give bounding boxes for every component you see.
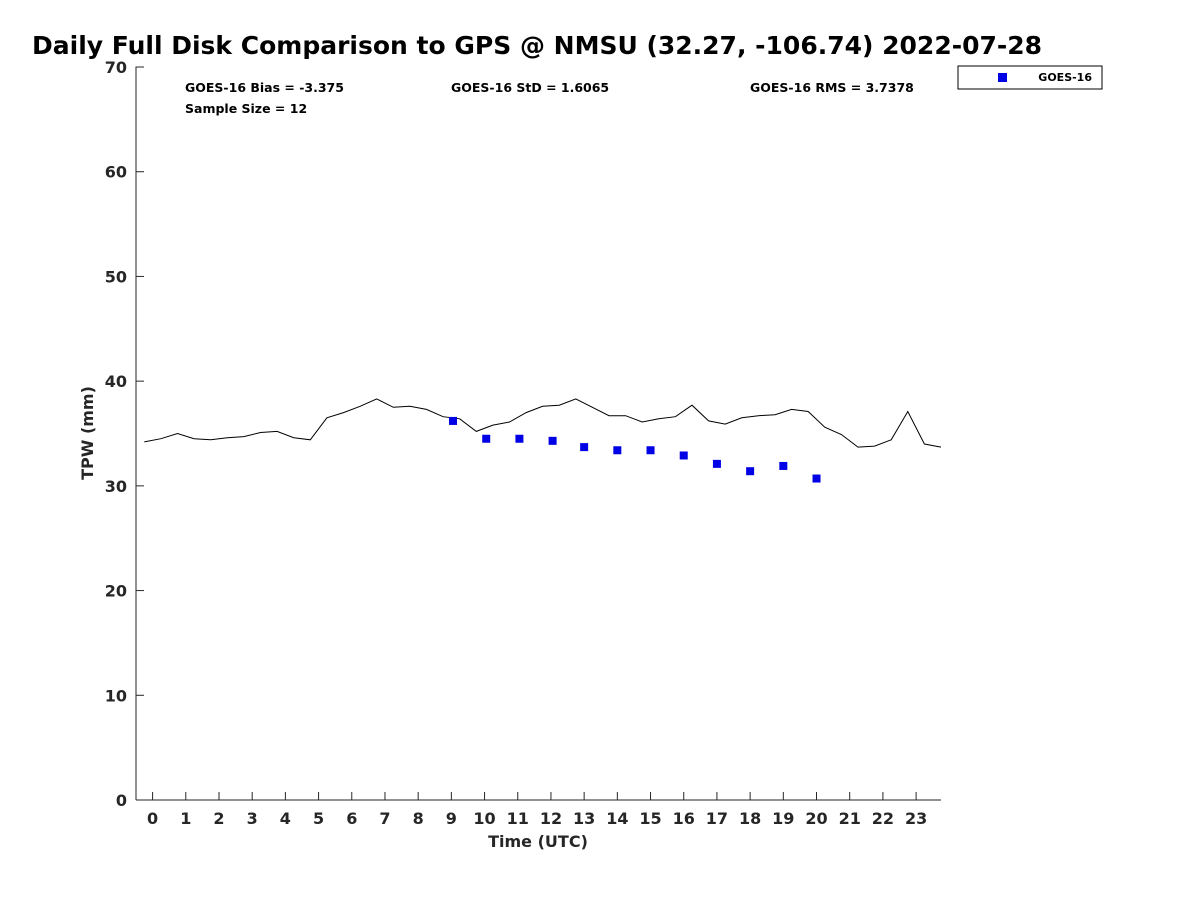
x-tick-label: 0 — [147, 809, 158, 828]
x-tick-label: 9 — [446, 809, 457, 828]
y-tick-label: 30 — [105, 477, 127, 496]
x-tick-label: 1 — [180, 809, 191, 828]
goes16-marker-series — [449, 416, 821, 483]
legend: GOES-16 — [957, 65, 1103, 90]
x-tick-label: 12 — [540, 809, 562, 828]
goes16-point — [812, 474, 821, 483]
y-tick-label: 50 — [105, 267, 127, 286]
stat-rms: GOES-16 RMS = 3.7378 — [750, 80, 914, 95]
goes16-point — [482, 434, 491, 443]
y-axis-ticks: 0 10 20 30 40 50 60 70 — [105, 58, 144, 810]
legend-marker-goes16 — [998, 73, 1007, 82]
x-tick-label: 3 — [247, 809, 258, 828]
x-tick-label: 15 — [639, 809, 661, 828]
gps-line-series — [144, 398, 942, 448]
x-tick-label: 21 — [839, 809, 861, 828]
gps-line — [144, 398, 942, 448]
goes16-point — [515, 434, 524, 443]
y-tick-label: 60 — [105, 163, 127, 182]
x-tick-label: 19 — [772, 809, 794, 828]
x-tick-label: 17 — [706, 809, 728, 828]
y-axis-label: TPW (mm) — [78, 386, 97, 480]
stat-sample-size: Sample Size = 12 — [185, 101, 307, 116]
y-tick-label: 0 — [116, 791, 127, 810]
y-tick-label: 70 — [105, 58, 127, 77]
x-tick-label: 16 — [673, 809, 695, 828]
x-tick-label: 13 — [573, 809, 595, 828]
x-tick-label: 2 — [213, 809, 224, 828]
x-tick-label: 6 — [346, 809, 357, 828]
y-tick-label: 40 — [105, 372, 127, 391]
goes16-point — [449, 416, 458, 425]
x-tick-label: 23 — [905, 809, 927, 828]
x-tick-label: 10 — [473, 809, 495, 828]
goes16-point — [779, 461, 788, 470]
goes16-point — [712, 459, 721, 468]
plot-axes — [135, 66, 941, 801]
x-tick-label: 4 — [280, 809, 291, 828]
chart-title: Daily Full Disk Comparison to GPS @ NMSU… — [32, 31, 1042, 60]
y-tick-label: 10 — [105, 686, 127, 705]
goes16-point — [613, 446, 622, 455]
y-tick-label: 20 — [105, 582, 127, 601]
x-axis-label: Time (UTC) — [488, 832, 588, 851]
goes16-point — [548, 436, 557, 445]
goes16-point — [746, 467, 755, 476]
x-tick-label: 7 — [379, 809, 390, 828]
x-tick-label: 20 — [805, 809, 827, 828]
x-tick-label: 18 — [739, 809, 761, 828]
x-axis-ticks: 0 1 2 3 4 5 6 7 8 9 10 11 12 13 14 15 16 17 18 19 20 21 22 23 — [147, 792, 927, 828]
x-tick-label: 5 — [313, 809, 324, 828]
goes16-point — [646, 446, 655, 455]
stat-std: GOES-16 StD = 1.6065 — [451, 80, 609, 95]
x-tick-label: 8 — [413, 809, 424, 828]
goes16-point — [679, 451, 688, 460]
x-tick-label: 22 — [872, 809, 894, 828]
stat-bias: GOES-16 Bias = -3.375 — [185, 80, 344, 95]
legend-label-goes16: GOES-16 — [1038, 71, 1092, 84]
goes16-point — [580, 443, 589, 452]
x-tick-label: 11 — [507, 809, 529, 828]
x-tick-label: 14 — [606, 809, 628, 828]
legend-box — [957, 65, 1103, 90]
